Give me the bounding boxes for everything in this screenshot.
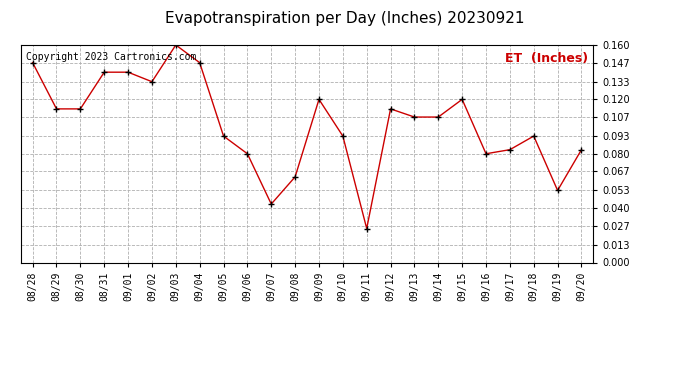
Text: ET  (Inches): ET (Inches) [504, 51, 588, 64]
Text: Evapotranspiration per Day (Inches) 20230921: Evapotranspiration per Day (Inches) 2023… [165, 11, 525, 26]
Text: Copyright 2023 Cartronics.com: Copyright 2023 Cartronics.com [26, 51, 197, 62]
